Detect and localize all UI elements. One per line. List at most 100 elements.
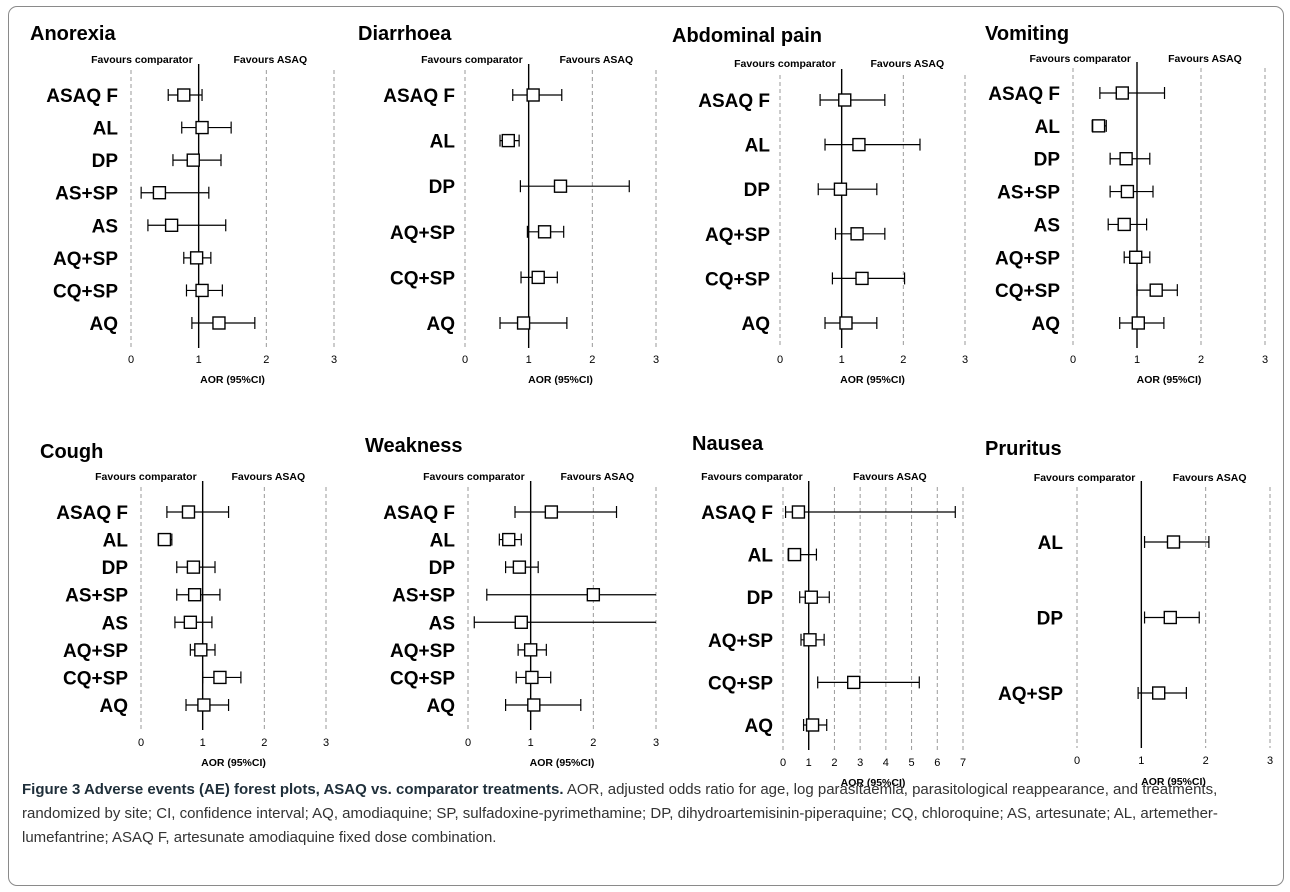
- row-label: AQ+SP: [998, 684, 1063, 705]
- row-label: AQ: [90, 314, 119, 335]
- forest-row: AS+SP: [392, 586, 656, 607]
- or-point: [1129, 250, 1143, 264]
- row-label: AL: [748, 546, 774, 567]
- forest-row: AQ+SP: [705, 225, 886, 246]
- x-tick-label: 0: [1070, 354, 1076, 366]
- forest-row: AQ+SP: [390, 641, 547, 662]
- x-tick-label: 3: [857, 757, 863, 769]
- or-point: [186, 560, 201, 574]
- or-point: [189, 251, 204, 265]
- forest-row: CQ+SP: [63, 668, 242, 689]
- row-label: AQ: [742, 314, 771, 335]
- forest-row: AL: [1035, 117, 1107, 138]
- or-point: [1163, 610, 1177, 625]
- row-label: AS+SP: [55, 184, 118, 205]
- forest-row: CQ+SP: [53, 281, 223, 302]
- or-point: [1115, 86, 1129, 100]
- row-label: AS+SP: [392, 586, 455, 607]
- row-label: AQ+SP: [390, 641, 455, 662]
- forest-panel-1: Anorexia Favours comparator Favours ASAQ 0 1…: [30, 23, 337, 386]
- x-tick-label: 3: [1267, 755, 1273, 767]
- row-label: CQ+SP: [708, 673, 773, 694]
- forest-row: AS+SP: [65, 586, 221, 607]
- forest-row: AQ+SP: [995, 248, 1151, 269]
- left-header: Favours comparator: [421, 54, 523, 66]
- forest-row: AL: [430, 132, 520, 153]
- panel-title: Diarrhoea: [358, 23, 452, 45]
- row-label: ASAQ F: [46, 86, 118, 107]
- row-label: DP: [744, 180, 771, 201]
- row-label: AQ: [427, 314, 456, 335]
- left-header: Favours comparator: [1034, 472, 1136, 484]
- forest-row: AQ: [742, 314, 878, 335]
- x-tick-label: 2: [590, 737, 596, 749]
- x-tick-label: 2: [1198, 354, 1204, 366]
- or-point: [553, 179, 568, 193]
- forest-row: ASAQ F: [988, 84, 1166, 105]
- row-label: ASAQ F: [383, 86, 455, 107]
- or-point: [514, 615, 528, 629]
- x-tick-label: 1: [196, 354, 202, 366]
- forest-row: DP: [1034, 150, 1151, 171]
- x-tick-label: 2: [831, 757, 837, 769]
- left-header: Favours comparator: [95, 471, 197, 483]
- or-point: [855, 271, 869, 286]
- x-tick-label: 1: [1134, 354, 1140, 366]
- forest-row: AS: [1034, 215, 1148, 236]
- forest-row: AQ+SP: [708, 631, 825, 652]
- row-label: AQ+SP: [53, 249, 118, 270]
- x-tick-label: 0: [128, 354, 134, 366]
- panel-title: Pruritus: [985, 438, 1062, 460]
- forest-row: AL: [745, 136, 921, 157]
- or-point: [1131, 316, 1145, 330]
- forest-row: DP: [102, 558, 216, 579]
- forest-row: AL: [748, 546, 818, 567]
- row-label: ASAQ F: [56, 503, 128, 524]
- or-point: [195, 120, 209, 135]
- forest-row: AQ+SP: [53, 249, 212, 270]
- or-point: [523, 643, 538, 657]
- or-point: [805, 718, 820, 732]
- forest-row: DP: [92, 151, 222, 172]
- figure-caption: Figure 3 Adverse events (AE) forest plot…: [22, 778, 1272, 850]
- row-label: CQ+SP: [390, 268, 455, 289]
- forest-row: AS: [429, 613, 656, 634]
- or-point: [1119, 152, 1133, 166]
- forest-panel-4: Vomiting Favours comparator Favours ASAQ 0 1…: [985, 23, 1268, 386]
- or-point: [803, 633, 817, 647]
- row-label: AQ+SP: [63, 641, 128, 662]
- x-axis-label: AOR (95%CI): [840, 374, 905, 386]
- x-tick-label: 1: [1138, 755, 1144, 767]
- or-point: [164, 218, 179, 232]
- x-tick-label: 3: [653, 737, 659, 749]
- row-label: ASAQ F: [701, 503, 773, 524]
- row-label: DP: [429, 558, 456, 579]
- x-tick-label: 0: [465, 737, 471, 749]
- row-label: AQ+SP: [390, 223, 455, 244]
- x-tick-label: 0: [462, 354, 468, 366]
- forest-row: CQ+SP: [708, 673, 920, 694]
- or-point: [212, 316, 226, 330]
- or-point: [186, 153, 200, 167]
- or-point: [502, 532, 516, 547]
- left-header: Favours comparator: [1029, 53, 1131, 65]
- right-header: Favours ASAQ: [1168, 53, 1242, 65]
- or-point: [194, 643, 208, 657]
- forest-row: AS: [92, 216, 227, 237]
- forest-row: AS: [102, 613, 213, 634]
- forest-row: CQ+SP: [390, 668, 552, 689]
- x-axis-label: AOR (95%CI): [1141, 776, 1206, 788]
- row-label: AL: [103, 531, 129, 552]
- x-tick-label: 3: [962, 354, 968, 366]
- panel-title: Cough: [40, 441, 103, 463]
- or-point: [1120, 184, 1135, 199]
- x-tick-label: 3: [653, 354, 659, 366]
- or-point: [531, 270, 545, 285]
- forest-row: ASAQ F: [46, 86, 203, 107]
- or-point: [501, 133, 515, 148]
- forest-row: AQ: [1032, 314, 1165, 335]
- right-header: Favours ASAQ: [870, 58, 944, 70]
- panel-title: Anorexia: [30, 23, 116, 45]
- row-label: AS: [102, 613, 128, 634]
- forest-row: AL: [93, 119, 232, 140]
